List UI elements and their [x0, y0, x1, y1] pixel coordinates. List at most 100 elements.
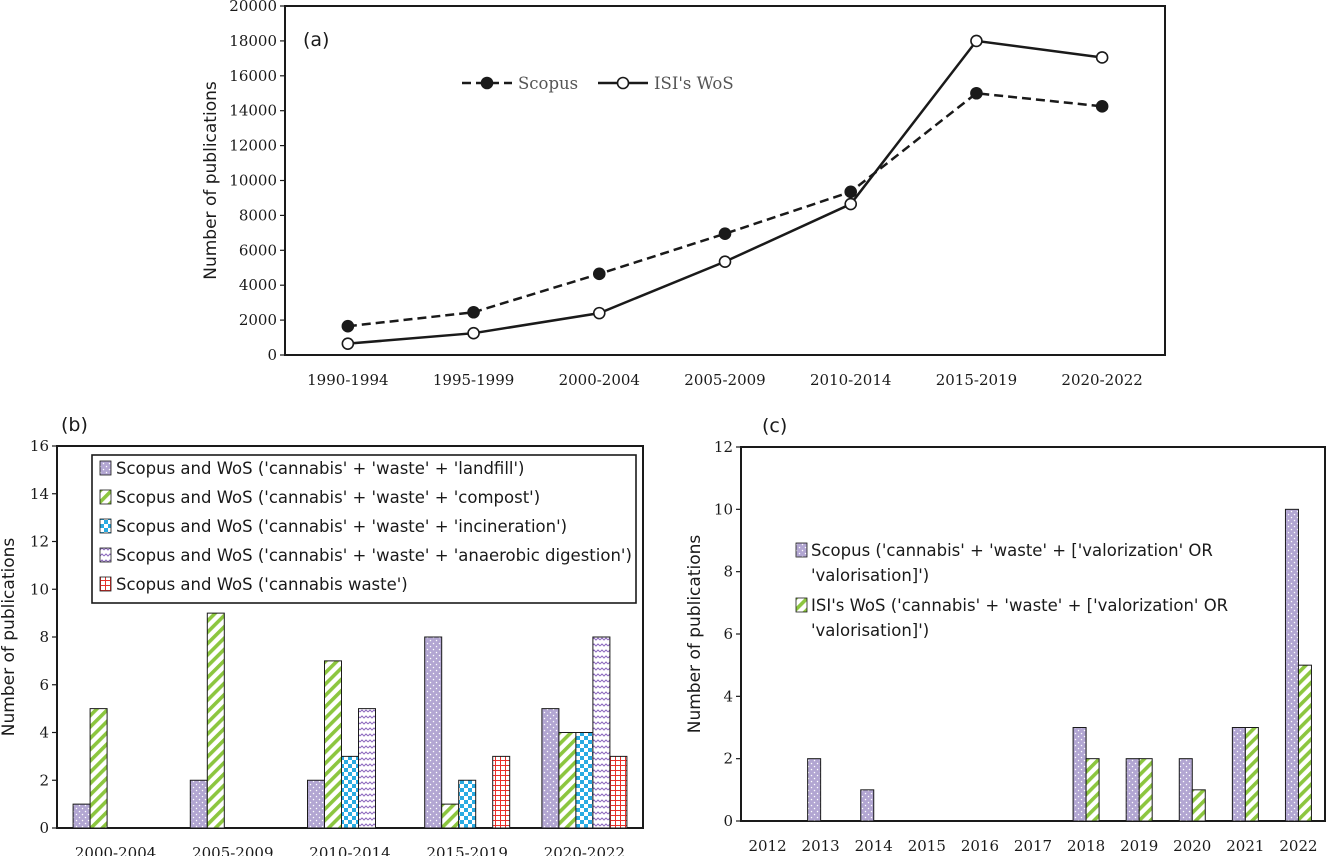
x-tick-label: 2012 [748, 837, 786, 855]
bar-series-0 [72, 803, 91, 829]
y-tick-label: 8 [723, 563, 733, 581]
legend-label-line: ISI's WoS ('cannabis' + 'waste' + ['valo… [811, 596, 1228, 615]
x-tick-label: 2010-2014 [810, 371, 891, 389]
x-tick-label: 2010-2014 [309, 844, 390, 856]
legend-swatch [99, 489, 112, 505]
series-line-0 [347, 91, 1103, 328]
y-tick-label: 14 [30, 485, 49, 503]
legend-label-line: 'valorisation]') [811, 566, 929, 585]
y-tick-label: 6 [723, 625, 733, 643]
panel-label: (b) [61, 414, 88, 436]
legend-label: Scopus [518, 74, 578, 93]
legend-label-line: 'valorisation]') [811, 621, 929, 640]
data-point-series-1 [844, 197, 858, 211]
x-tick-label: 2018 [1067, 837, 1105, 855]
panel-label: (a) [303, 29, 329, 51]
x-tick-label: 2022 [1279, 837, 1317, 855]
legend-box [91, 454, 637, 604]
x-tick-label: 2017 [1014, 837, 1052, 855]
y-tick-label: 0 [39, 819, 49, 837]
legend-swatch [99, 460, 112, 476]
x-tick-label: 2020-2022 [1061, 371, 1142, 389]
y-tick-label: 16 [30, 437, 49, 455]
y-tick-label: 2 [39, 771, 49, 789]
y-tick-label: 14000 [229, 102, 277, 120]
legend-label: Scopus and WoS ('cannabis' + 'waste' + '… [116, 546, 632, 565]
bar-series-1 [89, 708, 108, 829]
legend-swatch [795, 597, 808, 613]
y-tick-label: 4 [723, 687, 733, 705]
panel-c-bar-chart: 0 2 4 6 8 10 12 Number of publications (c) 2012 20… [685, 415, 1326, 855]
y-axis-label: Number of publications [0, 538, 19, 737]
bar-series-1 [441, 803, 460, 829]
y-tick-label: 12 [714, 438, 733, 456]
bar-series-0 [1284, 508, 1299, 822]
x-tick-label: 2000-2004 [75, 844, 156, 856]
x-tick-label: 2000-2004 [559, 371, 640, 389]
bar-series-0 [307, 779, 325, 829]
y-axis-label: Number of publications [685, 535, 705, 734]
bar-series-2 [575, 732, 594, 829]
x-tick-label: 2013 [802, 837, 840, 855]
x-tick-label: 2020 [1173, 837, 1211, 855]
y-tick-label: 6000 [239, 241, 277, 259]
x-tick-label: 2020-2022 [544, 844, 625, 856]
bar-series-1 [1244, 727, 1259, 822]
x-tick-label: 2015-2019 [936, 371, 1017, 389]
y-tick-label: 8 [39, 628, 49, 646]
x-tick-label: 2005-2009 [192, 844, 273, 856]
legend-swatch [99, 518, 112, 534]
data-point-series-1 [341, 337, 355, 350]
plot-frame [284, 5, 1166, 356]
bar-series-0 [1125, 758, 1140, 822]
data-point-series-0 [970, 86, 983, 100]
legend-label: ISI's WoS [654, 74, 734, 93]
legend-swatch [99, 547, 112, 563]
bar-series-2 [458, 779, 477, 829]
x-tick-label: 2015-2019 [426, 844, 507, 856]
legend-swatch [99, 576, 112, 592]
x-tick-label: 2014 [855, 837, 893, 855]
bar-series-1 [1138, 758, 1153, 822]
bar-series-3 [358, 708, 376, 829]
legend-label: Scopus and WoS ('cannabis waste') [116, 575, 408, 594]
panel-b-bar-chart: 0 2 4 6 8 10 12 14 16 Number of publications (b) 20… [0, 414, 644, 856]
y-tick-label: 10000 [229, 172, 277, 190]
bar-series-0 [807, 758, 822, 822]
data-point-series-1 [718, 255, 732, 268]
data-point-series-1 [1095, 51, 1109, 64]
legend-marker [616, 76, 630, 90]
bar-series-4 [492, 755, 511, 829]
x-tick-label: 2021 [1226, 837, 1264, 855]
data-point-series-0 [592, 267, 606, 281]
y-tick-label: 0 [267, 346, 277, 364]
y-tick-label: 4000 [239, 276, 277, 294]
bar-series-0 [860, 789, 875, 822]
bar-series-1 [1191, 789, 1206, 822]
x-tick-label: 2015 [908, 837, 946, 855]
data-point-series-1 [467, 326, 480, 340]
legend-label-line: Scopus ('cannabis' + 'waste' + ['valoriz… [811, 541, 1213, 560]
x-tick-label: 1995-1999 [433, 371, 514, 389]
bar-series-1 [558, 732, 577, 829]
y-tick-label: 2 [723, 750, 733, 768]
bar-series-1 [324, 660, 342, 829]
y-tick-label: 16000 [229, 67, 277, 85]
bar-series-2 [341, 755, 359, 829]
y-tick-label: 4 [39, 724, 49, 742]
bar-series-1 [1297, 664, 1312, 822]
y-tick-label: 6 [39, 676, 49, 694]
legend-label: Scopus and WoS ('cannabis' + 'waste' + '… [116, 517, 567, 536]
data-point-series-0 [718, 227, 732, 241]
y-tick-label: 20000 [229, 0, 277, 15]
x-tick-label: 1990-1994 [307, 371, 388, 389]
y-axis-label: Number of publications [201, 81, 221, 280]
data-point-series-0 [844, 185, 858, 199]
legend-marker [480, 76, 494, 90]
y-tick-label: 12000 [229, 137, 277, 155]
legend-swatch [795, 542, 808, 558]
legend-label: Scopus and WoS ('cannabis' + 'waste' + '… [116, 459, 524, 478]
y-tick-label: 10 [714, 500, 733, 518]
bar-series-0 [1072, 727, 1087, 822]
